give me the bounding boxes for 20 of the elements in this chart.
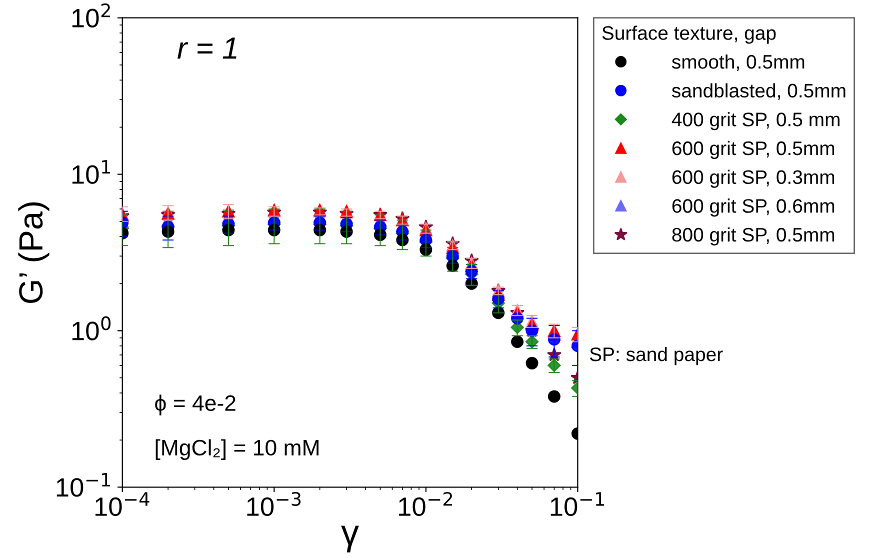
y-tick-label: 10$^{0}$ [72,316,111,340]
text: SP: sand paper [590,346,723,366]
annotation: ϕ = 4e-2 [155,394,236,416]
legend-label: 600 grit SP, 0.5mm [672,140,834,160]
y-axis-title: G’ (Pa) [18,202,50,303]
annotation: r = 1 [178,38,236,59]
x-tick-label: 10$^{−3}$ [247,492,301,516]
x-axis-title: γ [341,526,359,552]
legend-title: Surface texture, gap [602,26,776,44]
y-tick-label: 10$^{1}$ [72,160,110,184]
y-tick-label: 10$^{2}$ [72,3,110,28]
legend-label: 800 grit SP, 0.5mm [672,227,834,246]
legend-label: 400 grit SP, 0.5 mm [672,112,840,130]
legend-label: 600 grit SP, 0.3mm [672,170,834,188]
annotation: [MgCl₂] = 10 mM [156,439,318,460]
legend-label: 600 grit SP, 0.6mm [672,198,834,217]
legend-label: smooth, 0.5mm [672,54,804,72]
x-tick-label: 10$^{−2}$ [399,492,452,516]
legend-label: sandblasted, 0.5mm [672,83,846,100]
x-tick-label: 10$^{−1}$ [550,492,604,516]
